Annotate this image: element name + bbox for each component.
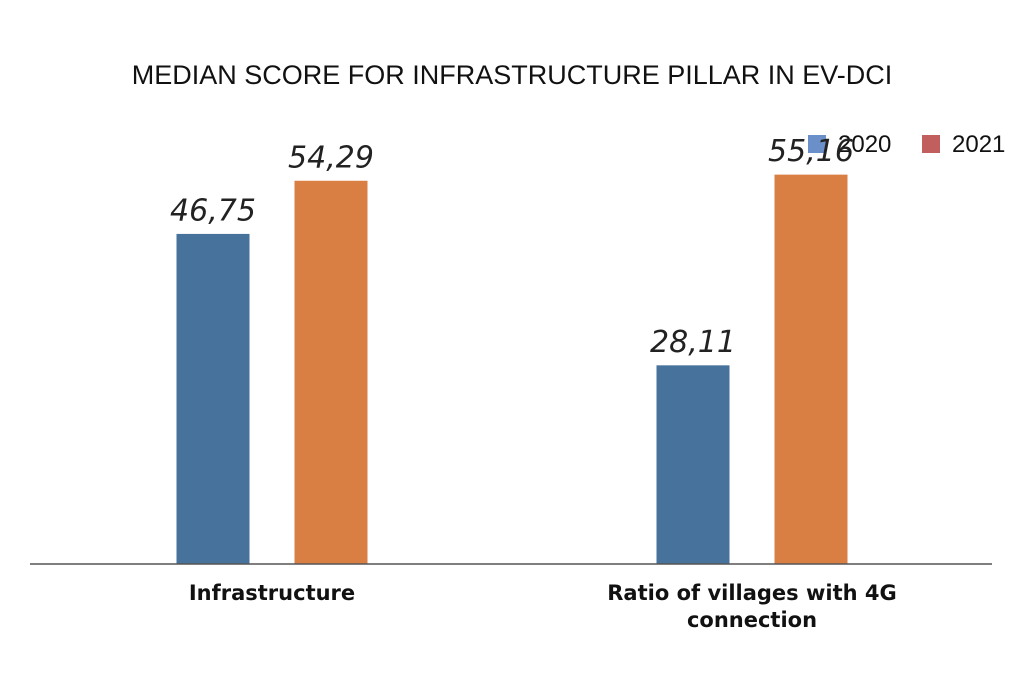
value-label-2021-2: 55,16 bbox=[768, 134, 854, 169]
legend-label-2020: 2020 bbox=[838, 131, 891, 158]
bar-2020-1 bbox=[176, 233, 250, 565]
category-label-1: Infrastructure bbox=[189, 581, 355, 605]
category-label-2-line-1: Ratio of villages with 4G bbox=[607, 581, 896, 605]
value-label-2021-1: 54,29 bbox=[288, 140, 374, 175]
bars-group bbox=[176, 174, 848, 565]
legend-swatch-2020 bbox=[808, 135, 826, 153]
bar-2021-2 bbox=[774, 174, 848, 565]
chart-title: MEDIAN SCORE FOR INFRASTRUCTURE PILLAR I… bbox=[132, 60, 893, 90]
bar-2021-1 bbox=[294, 180, 368, 565]
value-label-2020-2: 28,11 bbox=[650, 325, 736, 360]
legend: 2020 2021 bbox=[808, 131, 1005, 158]
legend-swatch-2021 bbox=[922, 135, 940, 153]
category-labels: Infrastructure Ratio of villages with 4G c… bbox=[189, 581, 897, 632]
bar-2020-2 bbox=[656, 365, 730, 565]
value-label-2020-1: 46,75 bbox=[170, 193, 256, 228]
category-label-2-line-2: connection bbox=[687, 608, 817, 632]
value-labels: 46,75 28,11 54,29 55,16 bbox=[170, 134, 854, 360]
legend-label-2021: 2021 bbox=[952, 131, 1005, 158]
